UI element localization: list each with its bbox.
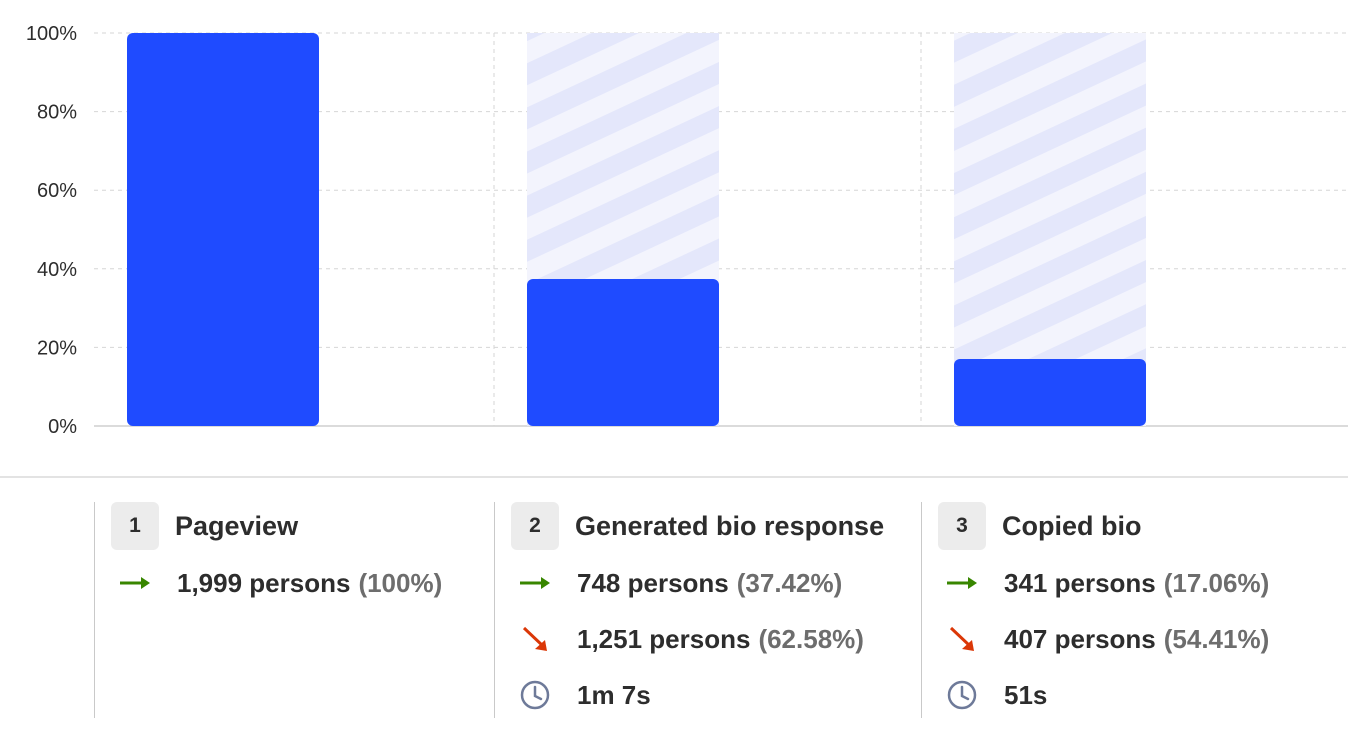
arrow-right-icon	[946, 566, 980, 600]
step-1-converted-row[interactable]: 1,999 persons (100%)	[119, 565, 442, 601]
conversion-bar-3[interactable]	[954, 358, 1146, 426]
arrow-down-right-icon	[519, 622, 553, 656]
step-1-converted-count: 1,999 persons	[177, 567, 351, 598]
step-3-avg-time: 51s	[1004, 679, 1048, 710]
conversion-bar-2[interactable]	[527, 278, 719, 426]
step-3-time-row: 51s	[946, 677, 1047, 713]
step-3-dropped-count: 407 persons	[1004, 623, 1156, 654]
arrow-right-icon	[119, 566, 153, 600]
step-2-number-badge: 2	[511, 502, 559, 550]
step-2-dropped-count: 1,251 persons	[577, 623, 751, 654]
step-3-converted-count: 341 persons	[1004, 567, 1156, 598]
y-axis: 0% 20% 40% 60% 80% 100%	[26, 23, 77, 438]
step-3-number-badge: 3	[938, 502, 986, 550]
step-1-legend: 1 Pageview 1,999 persons (100%)	[94, 502, 494, 718]
y-tick-label: 80%	[37, 102, 77, 124]
chart-legend-divider	[0, 476, 1348, 478]
step-2-time-row: 1m 7s	[519, 677, 651, 713]
step-3-dropped-row[interactable]: 407 persons (54.41%)	[946, 621, 1269, 657]
step-1-name[interactable]: Pageview	[175, 510, 299, 541]
step-1-converted-pct: (100%)	[358, 567, 443, 598]
step-2-legend: 2 Generated bio response 748 persons (37…	[494, 502, 921, 718]
step-2-converted-count: 748 persons	[577, 567, 729, 598]
y-tick-label: 20%	[37, 337, 77, 359]
arrow-down-right-icon	[946, 622, 980, 656]
y-tick-label: 0%	[48, 416, 77, 438]
step-2-dropped-pct: (62.58%)	[758, 623, 864, 654]
arrow-right-icon	[519, 566, 553, 600]
step-3-dropped-pct: (54.41%)	[1163, 623, 1270, 654]
step-1-header: 1 Pageview	[111, 502, 298, 550]
y-tick-label: 60%	[37, 180, 77, 202]
step-2-header: 2 Generated bio response	[511, 502, 884, 550]
step-3-converted-pct: (17.06%)	[1163, 567, 1270, 598]
step-1-number-badge: 1	[111, 502, 159, 550]
step-2-converted-pct: (37.42%)	[736, 567, 843, 598]
step-2-avg-time: 1m 7s	[577, 679, 651, 710]
step-3-converted-row[interactable]: 341 persons (17.06%)	[946, 565, 1269, 601]
funnel-chart: 0% 20% 40% 60% 80% 100%	[26, 23, 1348, 438]
bars	[127, 33, 1146, 426]
step-3-header: 3 Copied bio	[938, 502, 1141, 550]
conversion-bar-1[interactable]	[127, 33, 319, 426]
step-2-dropped-row[interactable]: 1,251 persons (62.58%)	[519, 621, 864, 657]
step-3-legend: 3 Copied bio 341 persons (17.06%) 407 pe…	[921, 502, 1348, 718]
step-3-name[interactable]: Copied bio	[1002, 510, 1142, 541]
step-2-name[interactable]: Generated bio response	[575, 510, 885, 541]
y-tick-label: 40%	[37, 259, 77, 281]
clock-icon	[519, 678, 553, 712]
clock-icon	[946, 678, 980, 712]
y-tick-label: 100%	[26, 23, 77, 45]
step-2-converted-row[interactable]: 748 persons (37.42%)	[519, 565, 842, 601]
